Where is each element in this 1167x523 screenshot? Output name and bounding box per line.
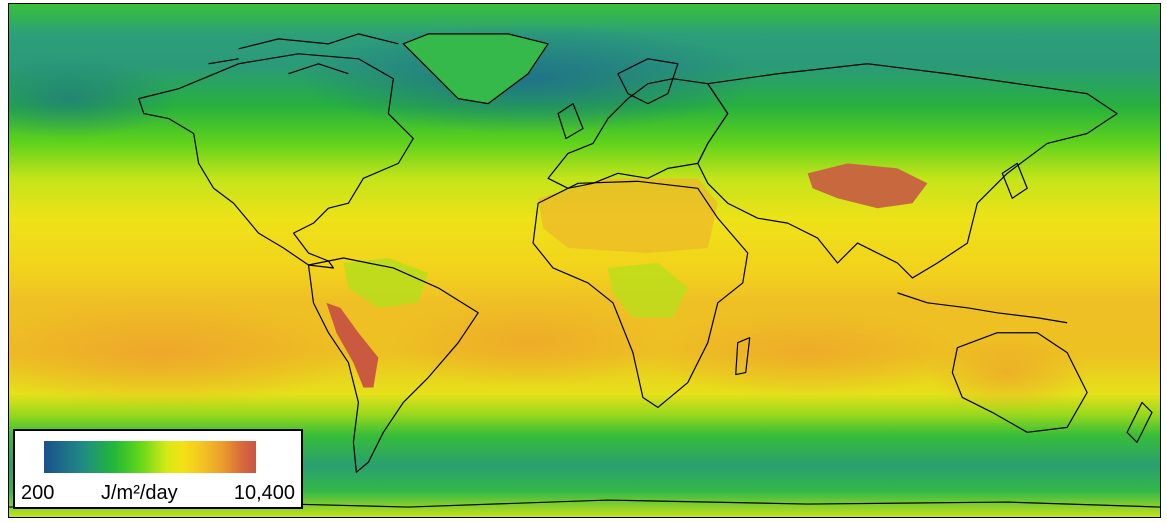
indian-ocean-high [647, 307, 968, 398]
africa-coast [532, 180, 749, 409]
australia-coast [951, 332, 1088, 433]
north-pacific-low [9, 58, 179, 139]
south-atlantic-high [388, 297, 668, 388]
australia-high [927, 332, 1088, 413]
new-zealand-coast [1126, 401, 1153, 443]
colorbar-max-label: 10,400 [233, 482, 295, 504]
central-africa-region [607, 262, 688, 318]
north-america-coast [138, 53, 414, 269]
arctic-islands-coast [208, 33, 399, 75]
colorbar-gradient [44, 441, 256, 473]
scandinavia-coast [617, 58, 679, 105]
greenland-coast [402, 33, 549, 105]
greenland-land [403, 33, 549, 104]
colorbar-unit-label: J/m²/day [101, 482, 178, 504]
asia-coast [697, 63, 1118, 279]
uk-coast [557, 103, 584, 140]
andes-desert [326, 302, 379, 388]
madagascar-coast [735, 337, 751, 376]
indonesia-coast [897, 292, 1068, 324]
colorbar [44, 441, 256, 473]
south-america-coast [307, 257, 479, 473]
japan-coast [1001, 162, 1028, 199]
sahara-region [538, 178, 718, 254]
tibet-plateau [807, 163, 928, 209]
amazon-region [343, 258, 429, 308]
colorbar-legend: 200 J/m²/day 10,400 [13, 429, 303, 509]
colorbar-min-label: 200 [21, 482, 55, 504]
south-pacific-high [9, 297, 359, 408]
